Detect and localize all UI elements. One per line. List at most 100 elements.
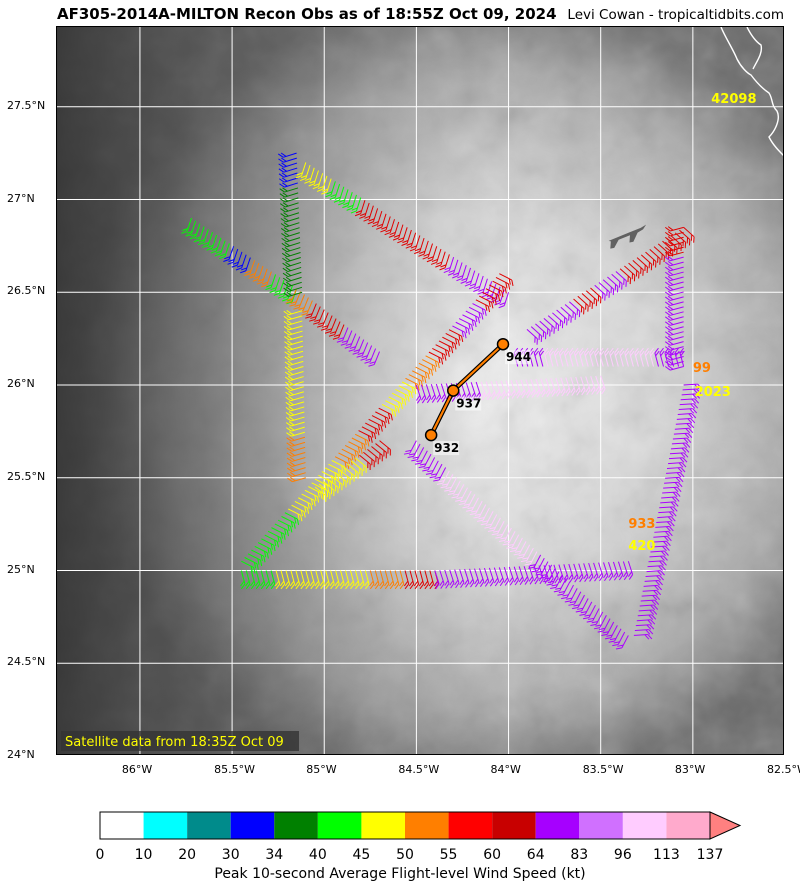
wind-barb [260, 570, 266, 590]
wind-barb [403, 570, 410, 590]
wind-barb [491, 521, 505, 536]
wind-barb [597, 618, 611, 633]
wind-barb [294, 570, 300, 590]
wind-barb [435, 251, 446, 268]
wind-barb [483, 567, 490, 587]
wind-barb [499, 273, 514, 287]
wind-barb [251, 549, 266, 563]
wind-barb [329, 570, 335, 590]
wind-barb [632, 260, 644, 276]
colorbar-tick: 0 [95, 847, 105, 863]
wind-barb [282, 261, 302, 268]
wind-barb [354, 570, 360, 590]
wind-barb [286, 451, 306, 457]
wind-barb [573, 563, 579, 583]
wind-barb [367, 208, 379, 225]
wind-barb [293, 294, 305, 310]
wind-barb [283, 325, 303, 331]
wind-barb [545, 378, 551, 398]
wind-barb [285, 406, 305, 412]
wind-barb [289, 291, 302, 307]
wind-barb [672, 437, 692, 444]
wind-barb [593, 562, 599, 582]
wind-barb [489, 284, 504, 298]
wind-barb [604, 625, 618, 640]
wind-barb [379, 570, 385, 590]
wind-barb [640, 254, 653, 271]
wind-barb [330, 475, 343, 491]
wind-barb [202, 231, 214, 248]
wind-barb [447, 480, 461, 495]
wind-barb [401, 381, 417, 395]
wind-barb [539, 564, 553, 579]
wind-barb [371, 210, 383, 228]
wind-barb [364, 570, 370, 590]
wind-barb [334, 570, 340, 590]
wind-barb [418, 570, 425, 590]
colorbar-segment [143, 812, 188, 839]
wind-barb [568, 301, 581, 318]
wind-barb [673, 432, 693, 439]
wind-barb [264, 570, 271, 590]
colorbar-segment [274, 812, 318, 839]
wind-barb [269, 570, 276, 590]
wind-barb [585, 376, 591, 396]
wind-barb [443, 256, 455, 274]
wind-barb [408, 570, 415, 590]
wind-barb [645, 575, 664, 581]
wind-barb [283, 291, 303, 297]
wind-barb [588, 562, 594, 582]
wind-barb [439, 254, 450, 271]
wind-barb [503, 567, 510, 586]
wind-barb [422, 243, 433, 260]
wind-barb [250, 570, 256, 590]
wind-barb [425, 460, 439, 475]
wind-barb [664, 350, 684, 356]
wind-barb [477, 507, 490, 522]
wind-barb [314, 570, 320, 590]
wind-barb [590, 376, 596, 395]
wind-barb [599, 347, 605, 367]
wind-barb [351, 437, 367, 451]
wind-barb [542, 568, 556, 583]
wind-barb [638, 609, 658, 615]
wind-barb [321, 471, 336, 484]
wind-barb [510, 380, 516, 399]
wind-barb [283, 330, 303, 336]
wind-barb [255, 570, 261, 590]
wind-barb [664, 246, 684, 252]
wind-barb [282, 285, 293, 302]
wind-barb [641, 594, 661, 601]
wind-barb [481, 281, 493, 298]
wind-barb [261, 538, 276, 552]
wind-barb [664, 275, 684, 282]
wind-barb [586, 608, 600, 623]
wind-barb [473, 504, 487, 519]
wind-barb [533, 565, 539, 585]
wind-barb [665, 476, 684, 483]
wind-barb [285, 380, 304, 387]
wind-barb [206, 234, 218, 251]
station-label: 933 [628, 517, 655, 532]
wind-barb [344, 445, 360, 458]
wind-barb [324, 318, 337, 334]
colorbar-tick: 137 [696, 847, 724, 863]
wind-barb [415, 384, 422, 404]
wind-barb [466, 497, 479, 512]
wind-barb [329, 183, 341, 200]
wind-barb [423, 570, 430, 590]
colorbar-segment [448, 812, 493, 839]
wind-barb [257, 542, 273, 555]
wind-barb [355, 457, 367, 473]
wind-barb [520, 379, 526, 399]
colorbar-tick: 64 [526, 847, 545, 863]
wind-barb [515, 379, 521, 399]
wind-barb [498, 527, 512, 542]
wind-barb [231, 251, 243, 268]
wind-barb [284, 375, 304, 381]
wind-barb [388, 221, 400, 238]
wind-barb [363, 205, 374, 222]
colorbar-tick: 20 [178, 847, 197, 863]
wind-barb [478, 295, 494, 309]
aircraft-icon [608, 224, 647, 249]
